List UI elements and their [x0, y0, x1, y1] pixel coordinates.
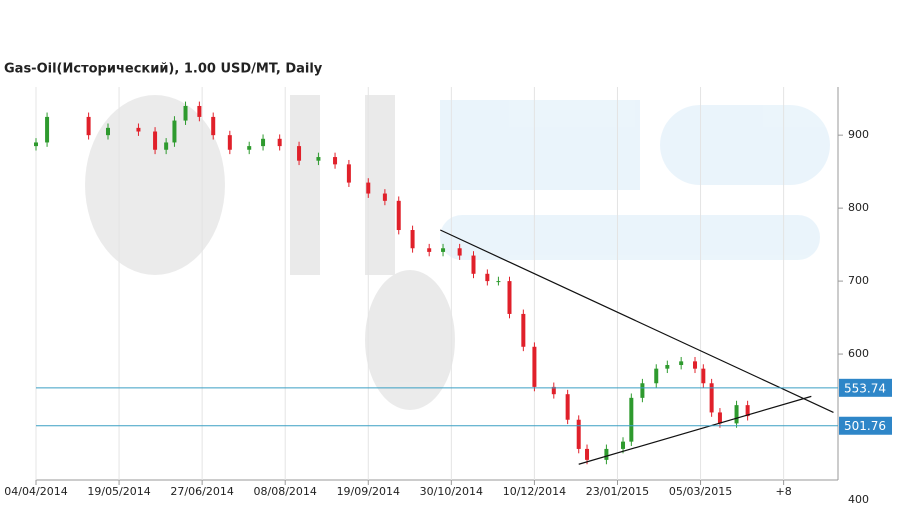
candle-body	[734, 405, 739, 424]
candle-body	[604, 448, 609, 460]
candle-body	[585, 448, 590, 460]
y-tick-label: 800	[848, 201, 869, 214]
candle-body	[457, 248, 462, 256]
candle-body	[164, 142, 169, 150]
y-tick-label: 700	[848, 274, 869, 287]
candle-body	[693, 361, 698, 369]
candle-body	[382, 193, 387, 201]
candle-body	[366, 182, 371, 194]
candle-body	[565, 394, 570, 420]
candle-body	[679, 361, 684, 366]
y-tick-label: 400	[848, 493, 869, 506]
x-tick-label: +8	[776, 485, 792, 498]
candle-body	[247, 146, 252, 150]
candle-body	[153, 131, 158, 150]
y-tick-label: 600	[848, 347, 869, 360]
candle-body	[621, 441, 626, 449]
candle-body	[183, 105, 188, 121]
watermark	[85, 95, 830, 410]
candle-body	[665, 365, 670, 369]
candle-body	[346, 164, 351, 183]
candle-body	[640, 383, 645, 398]
y-tick-label: 900	[848, 128, 869, 141]
candle-body	[396, 200, 401, 231]
candle-body	[172, 120, 177, 143]
candle-body	[211, 116, 216, 136]
candle-body	[745, 405, 750, 417]
level-label: 553.74	[844, 381, 886, 395]
candle-body	[197, 105, 202, 117]
candle-body	[136, 127, 141, 132]
candle-body	[410, 230, 415, 249]
candle-body	[532, 346, 537, 387]
candle-body	[333, 157, 338, 165]
candle-body	[45, 116, 50, 143]
trend-line	[578, 395, 812, 465]
x-tick-label: 05/03/2015	[669, 485, 732, 498]
candle-body	[316, 157, 321, 161]
candle-body	[261, 138, 266, 147]
candle-body	[441, 248, 446, 252]
candle-body	[227, 135, 232, 150]
candle-body	[105, 127, 110, 136]
plot-area	[36, 87, 838, 480]
x-tick-label: 23/01/2015	[586, 485, 649, 498]
x-tick-label: 30/10/2014	[420, 485, 483, 498]
candle-body	[629, 397, 634, 442]
candle-body	[86, 116, 91, 136]
x-tick-label: 10/12/2014	[503, 485, 566, 498]
chart-title: Gas-Oil(Исторический), 1.00 USD/MT, Dail…	[4, 62, 323, 77]
level-box	[839, 416, 892, 435]
candle-body	[427, 248, 432, 252]
candle-body	[701, 368, 706, 384]
candle-body	[654, 368, 659, 384]
level-label: 501.76	[844, 419, 886, 433]
candle-body	[34, 142, 38, 147]
candle-body	[471, 255, 476, 274]
candle-body	[277, 138, 282, 147]
candle-body	[717, 412, 722, 424]
candle-body	[576, 419, 581, 449]
candle-body	[485, 273, 490, 282]
x-tick-label: 27/06/2014	[170, 485, 233, 498]
x-tick-label: 19/09/2014	[337, 485, 400, 498]
x-tick-label: 08/08/2014	[254, 485, 317, 498]
level-box	[839, 378, 892, 397]
x-tick-label: 19/05/2014	[87, 485, 150, 498]
candle-body	[496, 281, 501, 283]
candle-body	[709, 383, 714, 413]
trend-line	[440, 229, 834, 413]
x-tick-label: 04/04/2014	[4, 485, 67, 498]
candle-body	[551, 386, 556, 395]
candle-body	[297, 146, 302, 161]
candle-body	[521, 313, 526, 347]
candle-body	[507, 281, 512, 314]
